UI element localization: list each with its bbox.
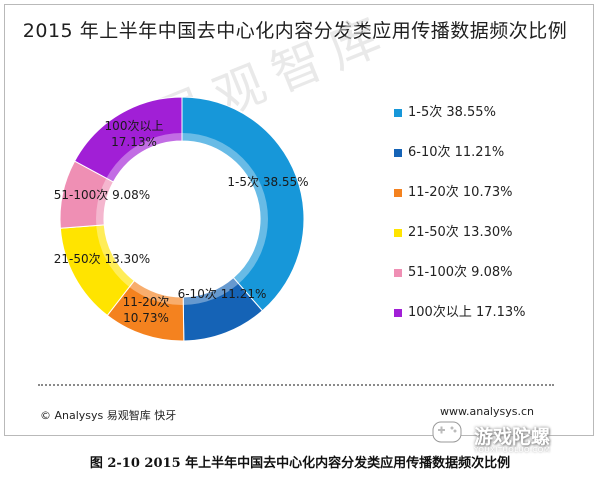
chart-title: 2015 年上半年中国去中心化内容分发类应用传播数据频次比例 — [22, 20, 568, 42]
divider — [38, 384, 554, 386]
legend-label: 100次以上 17.13% — [408, 305, 526, 320]
donut-hole — [104, 141, 260, 297]
website-link[interactable]: www.analysys.cn — [440, 405, 534, 418]
slice-label-1: 1-5次 38.55% — [227, 175, 308, 189]
slice-label-2: 6-10次 11.21% — [178, 287, 267, 301]
slice-label-4: 21-50次 13.30% — [54, 252, 150, 266]
slice-label-3: 11-20次 10.73% — [123, 295, 170, 325]
app-logo-icon — [432, 421, 462, 443]
slice-label-5: 51-100次 9.08% — [54, 188, 150, 202]
app-domain: YOUXITUOLUO.COM — [474, 446, 551, 454]
legend-label: 1-5次 38.55% — [408, 105, 496, 120]
legend-label: 11-20次 10.73% — [408, 185, 513, 200]
legend-swatch — [394, 309, 402, 317]
source-credit: © Analysys 易观智库 快牙 — [40, 409, 177, 422]
figure-caption: 图 2-10 2015 年上半年中国去中心化内容分发类应用传播数据频次比例 — [89, 456, 511, 471]
slice-label-6: 100次以上 17.13% — [105, 119, 164, 149]
legend-label: 21-50次 13.30% — [408, 225, 513, 240]
legend-label: 51-100次 9.08% — [408, 265, 513, 280]
legend-swatch — [394, 229, 402, 237]
legend-swatch — [394, 149, 402, 157]
legend-swatch — [394, 189, 402, 197]
legend-label: 6-10次 11.21% — [408, 145, 505, 160]
legend-swatch — [394, 269, 402, 277]
legend-swatch — [394, 109, 402, 117]
app-name: 游戏陀螺 — [474, 426, 551, 448]
